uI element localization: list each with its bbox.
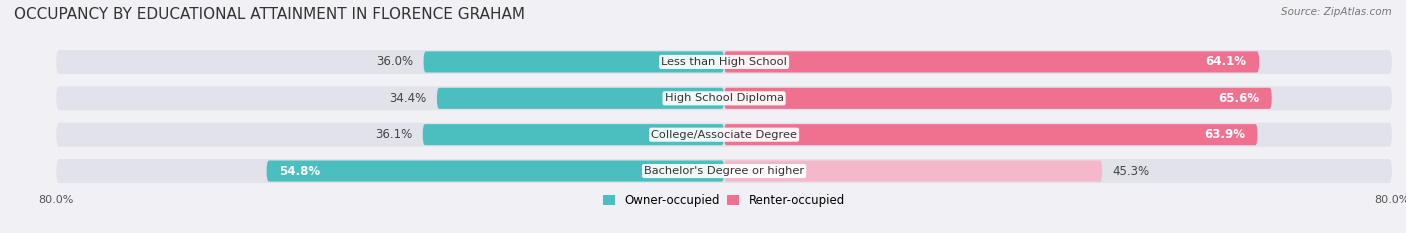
FancyBboxPatch shape — [423, 124, 724, 145]
FancyBboxPatch shape — [56, 50, 1392, 74]
Text: 65.6%: 65.6% — [1218, 92, 1260, 105]
Text: 36.0%: 36.0% — [377, 55, 413, 69]
FancyBboxPatch shape — [724, 161, 1102, 182]
FancyBboxPatch shape — [724, 88, 1272, 109]
Text: 34.4%: 34.4% — [389, 92, 427, 105]
FancyBboxPatch shape — [724, 124, 1257, 145]
FancyBboxPatch shape — [56, 86, 1392, 110]
Text: Bachelor's Degree or higher: Bachelor's Degree or higher — [644, 166, 804, 176]
FancyBboxPatch shape — [423, 51, 724, 72]
FancyBboxPatch shape — [437, 88, 724, 109]
Text: Less than High School: Less than High School — [661, 57, 787, 67]
FancyBboxPatch shape — [267, 161, 724, 182]
Text: Source: ZipAtlas.com: Source: ZipAtlas.com — [1281, 7, 1392, 17]
Text: 36.1%: 36.1% — [375, 128, 413, 141]
Text: 63.9%: 63.9% — [1204, 128, 1246, 141]
Text: College/Associate Degree: College/Associate Degree — [651, 130, 797, 140]
Legend: Owner-occupied, Renter-occupied: Owner-occupied, Renter-occupied — [599, 190, 849, 212]
Text: 45.3%: 45.3% — [1112, 164, 1149, 178]
FancyBboxPatch shape — [56, 123, 1392, 147]
Text: 64.1%: 64.1% — [1206, 55, 1247, 69]
Text: 54.8%: 54.8% — [280, 164, 321, 178]
FancyBboxPatch shape — [724, 51, 1260, 72]
Text: OCCUPANCY BY EDUCATIONAL ATTAINMENT IN FLORENCE GRAHAM: OCCUPANCY BY EDUCATIONAL ATTAINMENT IN F… — [14, 7, 524, 22]
Text: High School Diploma: High School Diploma — [665, 93, 783, 103]
FancyBboxPatch shape — [56, 159, 1392, 183]
